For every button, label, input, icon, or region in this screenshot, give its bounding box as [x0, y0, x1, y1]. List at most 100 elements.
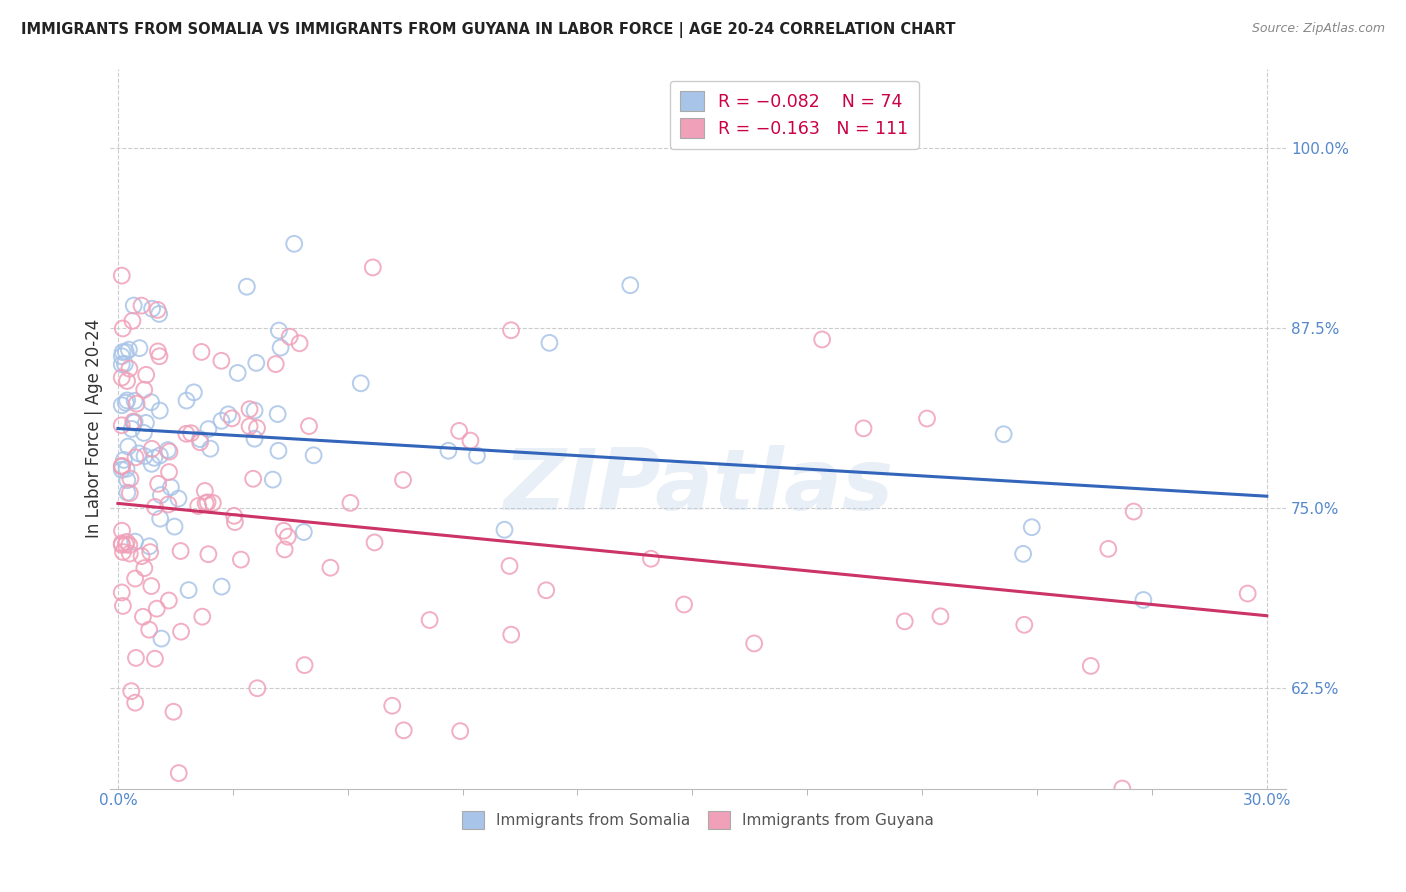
Point — [120, 472, 142, 486]
Point — [267, 324, 290, 338]
Point — [1111, 781, 1133, 796]
Point — [176, 426, 198, 441]
Text: ZIPatlas: ZIPatlas — [503, 444, 893, 528]
Point — [135, 416, 157, 430]
Point — [1014, 617, 1036, 632]
Point — [224, 508, 246, 523]
Point — [146, 302, 169, 317]
Point — [893, 615, 915, 629]
Point — [111, 349, 134, 363]
Point — [494, 523, 516, 537]
Point — [236, 279, 259, 293]
Point — [111, 370, 134, 384]
Legend: Immigrants from Somalia, Immigrants from Guyana: Immigrants from Somalia, Immigrants from… — [456, 805, 941, 835]
Point — [111, 398, 134, 412]
Point — [114, 396, 136, 410]
Point — [209, 414, 232, 428]
Point — [1012, 547, 1035, 561]
Point — [363, 535, 385, 549]
Point — [115, 393, 138, 408]
Point — [381, 698, 404, 713]
Point — [125, 651, 148, 665]
Point — [264, 357, 287, 371]
Point — [929, 609, 952, 624]
Point — [224, 515, 246, 529]
Point — [201, 496, 224, 510]
Point — [125, 397, 148, 411]
Point — [673, 598, 696, 612]
Point — [243, 403, 266, 417]
Point — [122, 416, 145, 430]
Point — [361, 260, 384, 275]
Point — [114, 344, 136, 359]
Point — [465, 449, 488, 463]
Point — [146, 344, 169, 359]
Point — [132, 609, 155, 624]
Point — [160, 480, 183, 494]
Point — [131, 299, 153, 313]
Point — [1122, 504, 1144, 518]
Point — [132, 425, 155, 440]
Point — [111, 459, 134, 474]
Point — [217, 408, 239, 422]
Point — [111, 458, 134, 473]
Point — [118, 547, 141, 561]
Point — [138, 539, 160, 553]
Point — [187, 499, 209, 513]
Point — [143, 450, 166, 465]
Point — [131, 549, 153, 563]
Point — [148, 349, 170, 363]
Point — [117, 485, 139, 500]
Point — [176, 393, 198, 408]
Point — [149, 511, 172, 525]
Text: IMMIGRANTS FROM SOMALIA VS IMMIGRANTS FROM GUYANA IN LABOR FORCE | AGE 20-24 COR: IMMIGRANTS FROM SOMALIA VS IMMIGRANTS FR… — [21, 22, 956, 38]
Point — [242, 472, 264, 486]
Point — [135, 368, 157, 382]
Point — [111, 321, 134, 335]
Point — [115, 374, 138, 388]
Point — [283, 236, 305, 251]
Point — [197, 422, 219, 436]
Point — [150, 632, 173, 646]
Point — [134, 383, 156, 397]
Point — [167, 491, 190, 506]
Point — [111, 463, 134, 477]
Point — [188, 432, 211, 446]
Point — [449, 424, 471, 438]
Point — [143, 500, 166, 514]
Point — [534, 583, 557, 598]
Point — [190, 345, 212, 359]
Point — [118, 486, 141, 500]
Point — [188, 435, 211, 450]
Point — [149, 449, 172, 463]
Point — [239, 419, 262, 434]
Point — [246, 681, 269, 696]
Point — [115, 462, 138, 476]
Point — [277, 530, 299, 544]
Point — [157, 593, 180, 607]
Point — [294, 658, 316, 673]
Point — [273, 524, 295, 538]
Point — [993, 427, 1015, 442]
Point — [538, 335, 561, 350]
Point — [811, 333, 834, 347]
Point — [117, 440, 139, 454]
Point — [114, 537, 136, 551]
Point — [111, 358, 134, 372]
Point — [298, 419, 321, 434]
Point — [498, 558, 520, 573]
Point — [111, 585, 134, 599]
Point — [141, 579, 163, 593]
Point — [392, 473, 415, 487]
Point — [111, 345, 134, 359]
Point — [238, 402, 260, 417]
Point — [292, 524, 315, 539]
Point — [1080, 659, 1102, 673]
Point — [211, 580, 233, 594]
Point — [266, 407, 288, 421]
Point — [141, 301, 163, 316]
Point — [134, 449, 156, 463]
Point — [163, 519, 186, 533]
Point — [245, 356, 267, 370]
Point — [273, 542, 295, 557]
